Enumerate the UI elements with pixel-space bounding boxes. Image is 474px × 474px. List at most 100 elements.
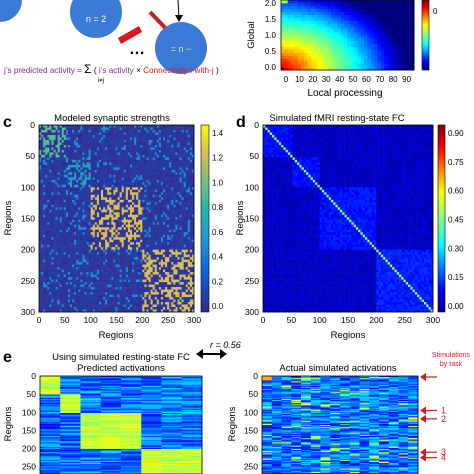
panel-c-cell [82, 204, 85, 208]
panel-c-cell [49, 159, 52, 163]
panel-c-cell [150, 229, 153, 233]
panel-c-cell [67, 232, 71, 235]
panel-c-cell [111, 244, 114, 248]
panel-c-cell [98, 144, 102, 148]
panel-c-cell [179, 202, 182, 206]
panel-c-cell [80, 169, 83, 173]
panel-b-cell [307, 46, 312, 50]
panel-c-cell [132, 222, 135, 226]
panel-c-cell [101, 199, 104, 203]
panel-c-cell [57, 252, 60, 255]
panel-b-cell [330, 14, 335, 18]
panel-c-cell [61, 184, 65, 188]
panel-c-cell [140, 137, 143, 141]
panel-c-cell [49, 224, 52, 228]
panel-c-cell [165, 137, 168, 141]
panel-b-cell [334, 29, 338, 33]
panel-b-cell [300, 43, 305, 48]
panel-c-cell [138, 217, 141, 221]
panel-c-cell [175, 199, 178, 203]
panel-c-cell [98, 189, 102, 193]
panel-c-cell [160, 197, 164, 201]
panel-c-cell [125, 164, 129, 168]
panel-b-cell [350, 0, 355, 4]
panel-c-cell [167, 172, 170, 176]
panel-c-cell [171, 247, 174, 250]
panel-b-cell [300, 35, 305, 39]
panel-c-cell [45, 192, 48, 196]
panel-c-cell [63, 127, 67, 131]
panel-c-cell [121, 182, 125, 186]
panel-c-cell [111, 212, 114, 216]
panel-c-cell [55, 234, 58, 238]
panel-b-cell [387, 2, 392, 7]
panel-c-cell [63, 189, 67, 193]
panel-c-cell [129, 187, 133, 191]
panel-c-cell [45, 152, 48, 156]
panel-c-cell [175, 239, 178, 243]
panel-c-cell [115, 125, 118, 128]
panel-b-cell [357, 17, 362, 21]
panel-c-cell [165, 142, 168, 146]
panel-b-cell [314, 5, 318, 10]
panel-b-cell [307, 37, 312, 42]
panel-c-cell [140, 147, 143, 151]
panel-c-cell [115, 152, 118, 156]
panel-c-cell [101, 217, 104, 221]
panel-b-cell [281, 61, 285, 65]
panel-c-cell [55, 157, 58, 161]
panel-c-cell [92, 204, 96, 208]
panel-c-cell [125, 229, 129, 233]
panel-b-cell [387, 52, 392, 56]
panel-c-cell [80, 152, 83, 156]
panel-b-cell [370, 29, 375, 33]
panel-c-cell [53, 159, 56, 163]
panel-c-cell [96, 222, 100, 226]
panel-c-cell [134, 237, 137, 240]
panel-b-cell [281, 20, 285, 24]
panel-c-cell [61, 202, 65, 206]
panel-c-cell [78, 169, 81, 173]
panel-b-cell [374, 55, 378, 59]
panel-c-cell [43, 217, 46, 221]
panel-c-cell [158, 154, 162, 158]
panel-c-cell [74, 239, 77, 243]
panel-c-cell [59, 257, 63, 260]
panel-c-cell [187, 254, 191, 258]
panel-b-cell [310, 29, 315, 33]
panel-b-cell [347, 52, 352, 56]
panel-c-cell [146, 172, 149, 176]
panel-c-cell [138, 144, 141, 148]
panel-b-cell [324, 64, 328, 68]
panel-c-cell [84, 199, 87, 203]
panel-c-cell [173, 234, 176, 238]
panel-c-cell [88, 184, 91, 188]
panel-b-cell [281, 23, 285, 27]
panel-c-cell [152, 197, 156, 201]
panel-c-cell [140, 177, 143, 181]
panel-c-cell [181, 159, 184, 163]
panel-c-cell [138, 127, 141, 131]
panel-c-cell [76, 207, 79, 211]
panel-c-cell [160, 199, 164, 203]
panel-c-cell [144, 217, 147, 221]
panel-b-cell [394, 58, 398, 62]
panel-c-cell [92, 127, 96, 131]
panel-b-cell [364, 35, 368, 39]
panel-b-cell [304, 11, 308, 15]
panel-c-cell [138, 134, 141, 138]
panel-b-cell [397, 52, 402, 56]
panel-c-cell [70, 172, 73, 176]
panel-c-cell [132, 189, 135, 193]
panel-c-cell [189, 204, 193, 208]
panel-c-cell [140, 134, 143, 138]
panel-c-cell [127, 214, 131, 218]
panel-c-cell [165, 179, 168, 183]
panel-c-cell [107, 199, 110, 203]
panel-c-cell [163, 192, 166, 196]
panel-c-cell [138, 239, 141, 243]
panel-c-cell [55, 137, 58, 141]
panel-b-cell [410, 37, 415, 42]
panel-c-cell [138, 159, 141, 163]
panel-c-cell [115, 147, 118, 151]
